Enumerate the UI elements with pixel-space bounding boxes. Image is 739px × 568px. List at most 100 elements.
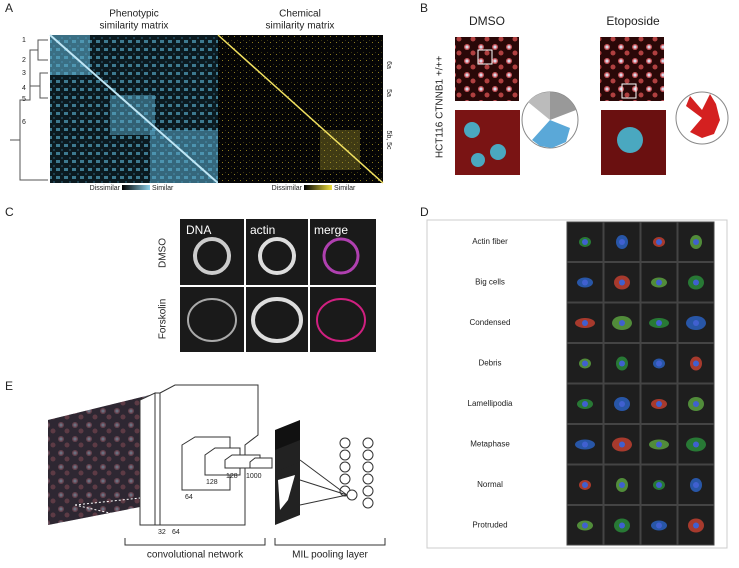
- nucleus: [693, 239, 699, 245]
- condition-label: DMSO: [469, 14, 505, 28]
- micrograph: [600, 37, 664, 101]
- nucleus: [582, 401, 588, 407]
- nucleus: [582, 441, 588, 448]
- micrograph-zoom: [455, 110, 520, 175]
- row-label: DMSO: [158, 238, 169, 268]
- bracket: [124, 538, 386, 546]
- class-label: Condensed: [470, 318, 511, 327]
- nucleus: [619, 239, 625, 245]
- channel-label: actin: [250, 223, 275, 237]
- class-label: Big cells: [475, 278, 505, 287]
- block: [110, 95, 155, 135]
- panel-letter: A: [5, 1, 13, 15]
- nucleus: [656, 239, 662, 245]
- cluster-label: 3: [22, 70, 26, 77]
- nucleus: [582, 279, 588, 286]
- class-grid: Actin fiber Big cells Condensed Debris Lamel…: [468, 221, 715, 546]
- nucleus: [656, 320, 662, 326]
- class-label: Metaphase: [470, 440, 510, 449]
- cell-line-label: HCT116 CTNNB1 +/++: [435, 56, 446, 159]
- panel-letter: B: [420, 1, 428, 15]
- layer-size: 1000: [246, 473, 262, 480]
- block: [320, 130, 360, 170]
- condition-label: Etoposide: [606, 14, 660, 28]
- micrograph: [455, 37, 519, 101]
- channel-label: merge: [314, 223, 348, 237]
- nucleus: [582, 360, 588, 367]
- cluster-label: 1: [22, 37, 26, 44]
- zoom-box: [477, 49, 493, 65]
- nucleus: [619, 401, 625, 407]
- nucleus: [656, 279, 662, 286]
- panel-letter: D: [420, 205, 429, 219]
- panel-c: C DNA actin merge DMSO Forskolin: [5, 205, 376, 352]
- cell-image: [677, 302, 715, 343]
- nucleus: [693, 279, 699, 286]
- side-label: 5b, 5c: [385, 130, 392, 150]
- cell-image: [603, 383, 641, 424]
- nucleus: [619, 320, 625, 326]
- nucleus: [693, 401, 699, 407]
- layer-size: 128: [206, 479, 218, 486]
- section-label: MIL pooling layer: [292, 550, 368, 561]
- nucleus: [582, 522, 588, 529]
- nucleus: [619, 441, 625, 448]
- channel-label: DNA: [186, 223, 211, 237]
- side-label: 5a: [385, 89, 392, 97]
- panel-border: [426, 219, 728, 549]
- class-label: Protruded: [472, 521, 507, 530]
- layer-size: 128: [226, 473, 238, 480]
- panel-b: B DMSO Etoposide HCT116 CTNNB1 +/++: [420, 1, 729, 175]
- cluster-label: 2: [22, 57, 26, 64]
- class-label: Debris: [478, 359, 501, 368]
- nucleus: [619, 279, 625, 286]
- nucleus: [619, 482, 625, 488]
- side-label: 6a: [385, 61, 392, 69]
- cluster-label: 6: [22, 119, 26, 126]
- nucleus: [656, 441, 662, 448]
- title: similarity matrix: [266, 21, 335, 32]
- class-label: Lamellipodia: [468, 399, 513, 408]
- diagonal: [49, 34, 219, 184]
- scale-label: Similar: [334, 185, 356, 192]
- section-label: convolutional network: [147, 550, 244, 561]
- nucleus: [582, 320, 588, 326]
- nucleus: [693, 320, 699, 326]
- nucleus: [693, 441, 699, 448]
- nucleus: [582, 239, 588, 245]
- nucleus: [619, 522, 625, 529]
- class-label: Normal: [477, 480, 503, 489]
- dendrogram: [10, 39, 48, 181]
- panel-a: A Phenotypic similarity matrix Chemical …: [5, 1, 392, 192]
- panel-letter: C: [5, 205, 14, 219]
- cell-image: [677, 505, 715, 546]
- colorbar: [304, 185, 332, 190]
- scale-label: Similar: [152, 185, 174, 192]
- diagonal: [217, 34, 384, 184]
- nucleus: [656, 401, 662, 407]
- cluster-label: 4: [22, 85, 26, 92]
- row-label: Forskolin: [158, 299, 169, 340]
- nucleus: [656, 482, 662, 488]
- layer-size: 64: [185, 494, 193, 501]
- nucleus: [656, 360, 662, 367]
- nucleus: [693, 360, 699, 367]
- title: Chemical: [279, 9, 321, 20]
- nucleus: [693, 522, 699, 529]
- layer-size: 64: [172, 529, 180, 536]
- zoom-box: [621, 83, 637, 99]
- nucleus: [619, 360, 625, 367]
- cluster-label: 5: [22, 96, 26, 103]
- title: similarity matrix: [100, 21, 169, 32]
- panel-d: D Actin fiber Big cells Condensed Debris Lam…: [420, 205, 728, 549]
- panel-letter: E: [5, 379, 13, 393]
- layer-size: 32: [158, 529, 166, 536]
- cell-image: [640, 383, 678, 424]
- panel-e: E 32 64 64 128 128 1000 convolutional ne…: [5, 379, 386, 561]
- nucleus: [693, 482, 699, 488]
- scale-label: Dissimilar: [90, 185, 121, 192]
- nucleus: [582, 482, 588, 488]
- scale-label: Dissimilar: [272, 185, 303, 192]
- nucleus: [656, 522, 662, 529]
